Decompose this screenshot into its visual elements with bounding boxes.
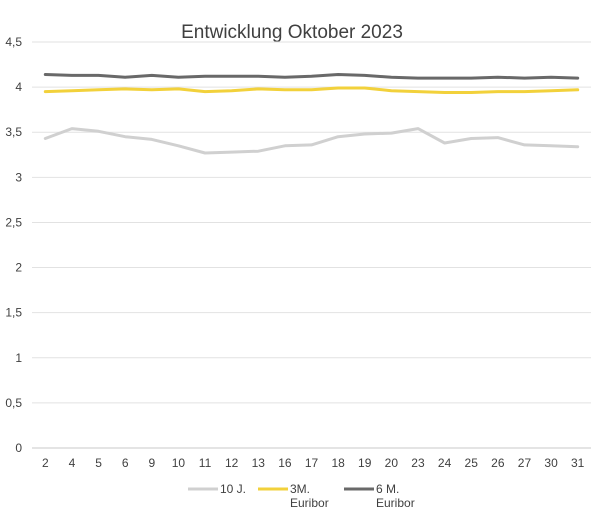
series-line-3: [43, 73, 580, 80]
x-tick-label: 20: [385, 456, 399, 470]
y-tick-label: 2: [15, 261, 22, 275]
x-tick-label: 9: [148, 456, 155, 470]
x-tick-label: 6: [122, 456, 129, 470]
gridlines: [32, 41, 591, 449]
x-tick-label: 23: [411, 456, 425, 470]
series-line-1: [43, 127, 580, 155]
x-tick-label: 5: [95, 456, 102, 470]
chart-title: Entwicklung Oktober 2023: [181, 22, 403, 43]
x-tick-label: 30: [544, 456, 558, 470]
series-line-2: [43, 86, 580, 94]
x-tick-label: 17: [305, 456, 319, 470]
x-tick-label: 10: [172, 456, 186, 470]
x-tick-label: 18: [331, 456, 345, 470]
legend-label: 3M.: [290, 482, 310, 496]
x-tick-label: 24: [438, 456, 452, 470]
y-tick-label: 1: [15, 351, 22, 365]
x-tick-label: 27: [518, 456, 532, 470]
x-tick-label: 31: [571, 456, 585, 470]
y-tick-label: 4,5: [5, 35, 22, 49]
legend-label: Euribor: [290, 496, 329, 510]
y-tick-label: 3,5: [5, 125, 22, 139]
y-tick-label: 4: [15, 80, 22, 94]
legend-label: 6 M.: [376, 482, 399, 496]
x-axis-ticks: 2 4 5 6 9 10 11 12 13 16 17 18 19 20 23 24 25 26 27 30 31: [42, 456, 585, 470]
y-tick-label: 3: [15, 170, 22, 184]
y-tick-label: 0: [15, 441, 22, 455]
x-tick-label: 2: [42, 456, 49, 470]
x-tick-label: 13: [252, 456, 266, 470]
legend-label: Euribor: [376, 496, 415, 510]
x-tick-label: 11: [199, 456, 212, 470]
x-tick-label: 26: [491, 456, 505, 470]
legend-label: 10 J.: [220, 482, 246, 496]
x-tick-label: 12: [225, 456, 239, 470]
y-tick-label: 0,5: [5, 396, 22, 410]
x-tick-label: 25: [465, 456, 479, 470]
y-tick-label: 1,5: [5, 306, 22, 320]
series-lines: [43, 73, 580, 155]
x-tick-label: 4: [69, 456, 76, 470]
x-tick-label: 19: [358, 456, 372, 470]
y-axis-ticks: 0 0,5 1 1,5 2 2,5 3 3,5 4 4,5: [5, 35, 22, 455]
x-tick-label: 16: [278, 456, 292, 470]
y-tick-label: 2,5: [5, 215, 22, 229]
